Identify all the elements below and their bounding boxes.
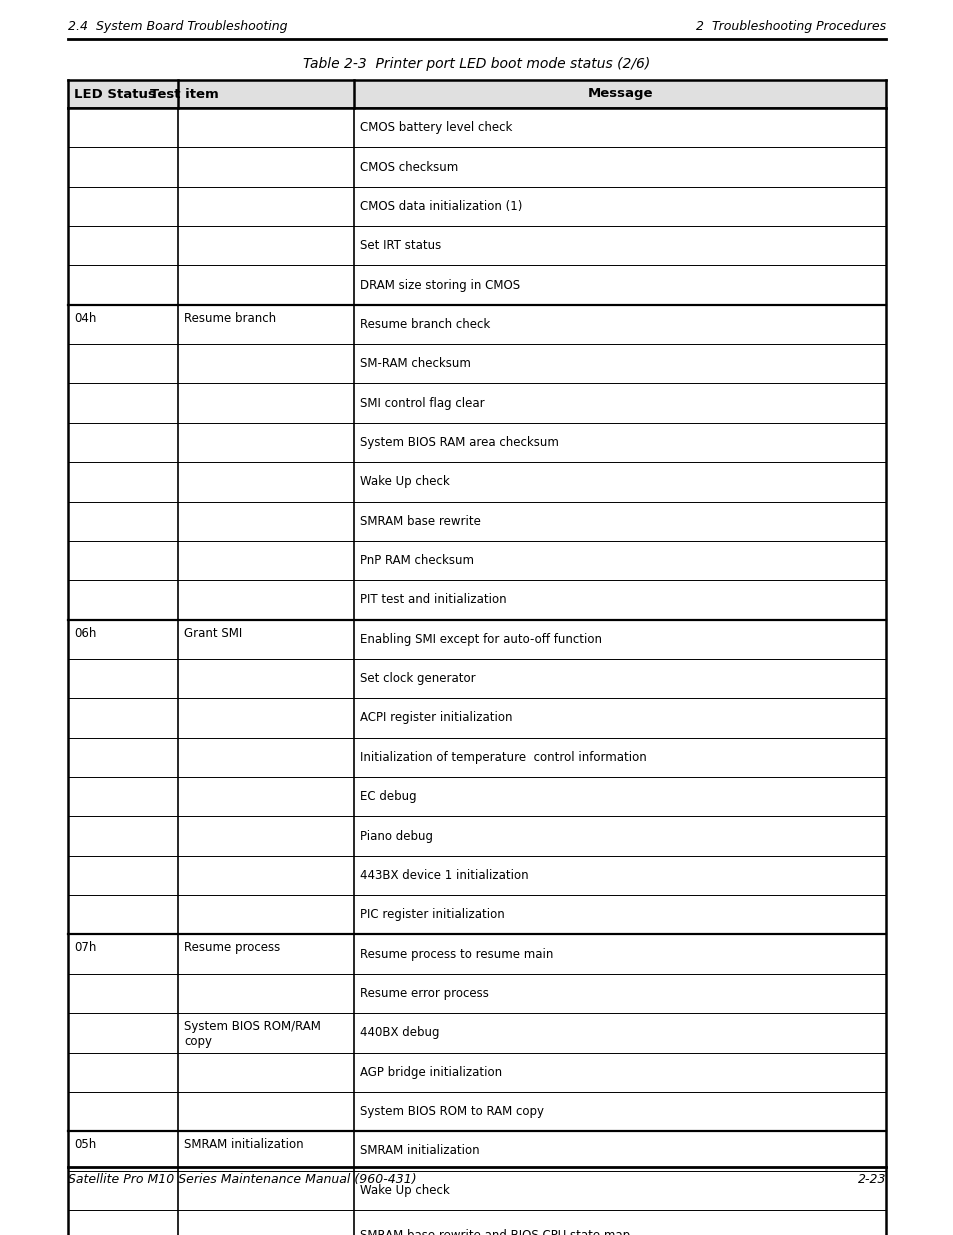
Text: Table 2-3  Printer port LED boot mode status (2/6): Table 2-3 Printer port LED boot mode sta… [303,57,650,70]
Text: AGP bridge initialization: AGP bridge initialization [360,1066,502,1078]
Text: 2.4  System Board Troubleshooting: 2.4 System Board Troubleshooting [68,20,287,33]
Text: Resume process: Resume process [184,941,280,955]
Text: 06h: 06h [74,626,96,640]
Text: PIT test and initialization: PIT test and initialization [360,594,506,606]
Text: Message: Message [587,88,652,100]
Text: Satellite Pro M10 Series Maintenance Manual (960-431): Satellite Pro M10 Series Maintenance Man… [68,1173,416,1186]
Text: SMRAM base rewrite and BIOS CPU state map
store: SMRAM base rewrite and BIOS CPU state ma… [360,1229,630,1235]
Text: 04h: 04h [74,311,96,325]
Text: Resume branch check: Resume branch check [360,317,490,331]
Text: SMRAM initialization: SMRAM initialization [360,1145,479,1157]
Text: 2-23: 2-23 [857,1173,885,1186]
Text: ACPI register initialization: ACPI register initialization [360,711,513,725]
Text: 2  Troubleshooting Procedures: 2 Troubleshooting Procedures [695,20,885,33]
Text: LED Status: LED Status [74,88,155,100]
Text: Resume branch: Resume branch [184,311,276,325]
Text: CMOS checksum: CMOS checksum [360,161,458,174]
Text: System BIOS ROM to RAM copy: System BIOS ROM to RAM copy [360,1105,544,1118]
Text: Piano debug: Piano debug [360,830,433,842]
Text: Set clock generator: Set clock generator [360,672,476,685]
Text: Wake Up check: Wake Up check [360,1184,450,1197]
Text: Enabling SMI except for auto-off function: Enabling SMI except for auto-off functio… [360,632,601,646]
Text: Resume process to resume main: Resume process to resume main [360,947,553,961]
Text: CMOS data initialization (1): CMOS data initialization (1) [360,200,522,212]
Bar [68,80,885,107]
Text: System BIOS ROM/RAM
copy: System BIOS ROM/RAM copy [184,1020,321,1049]
Text: SM-RAM checksum: SM-RAM checksum [360,357,471,370]
Text: System BIOS RAM area checksum: System BIOS RAM area checksum [360,436,558,450]
Text: PnP RAM checksum: PnP RAM checksum [360,555,474,567]
Text: SMRAM initialization: SMRAM initialization [184,1139,304,1151]
Text: 443BX device 1 initialization: 443BX device 1 initialization [360,869,528,882]
Text: CMOS battery level check: CMOS battery level check [360,121,512,135]
Text: EC debug: EC debug [360,790,416,803]
Text: Resume error process: Resume error process [360,987,489,1000]
Text: PIC register initialization: PIC register initialization [360,908,504,921]
Text: 440BX debug: 440BX debug [360,1026,439,1040]
Text: 05h: 05h [74,1139,96,1151]
Text: 07h: 07h [74,941,96,955]
Text: Initialization of temperature  control information: Initialization of temperature control in… [360,751,646,764]
Text: Grant SMI: Grant SMI [184,626,242,640]
Text: Test item: Test item [150,88,218,100]
Text: Wake Up check: Wake Up check [360,475,450,488]
Text: SMI control flag clear: SMI control flag clear [360,396,484,410]
Text: DRAM size storing in CMOS: DRAM size storing in CMOS [360,279,520,291]
Text: Set IRT status: Set IRT status [360,240,441,252]
Text: SMRAM base rewrite: SMRAM base rewrite [360,515,480,527]
